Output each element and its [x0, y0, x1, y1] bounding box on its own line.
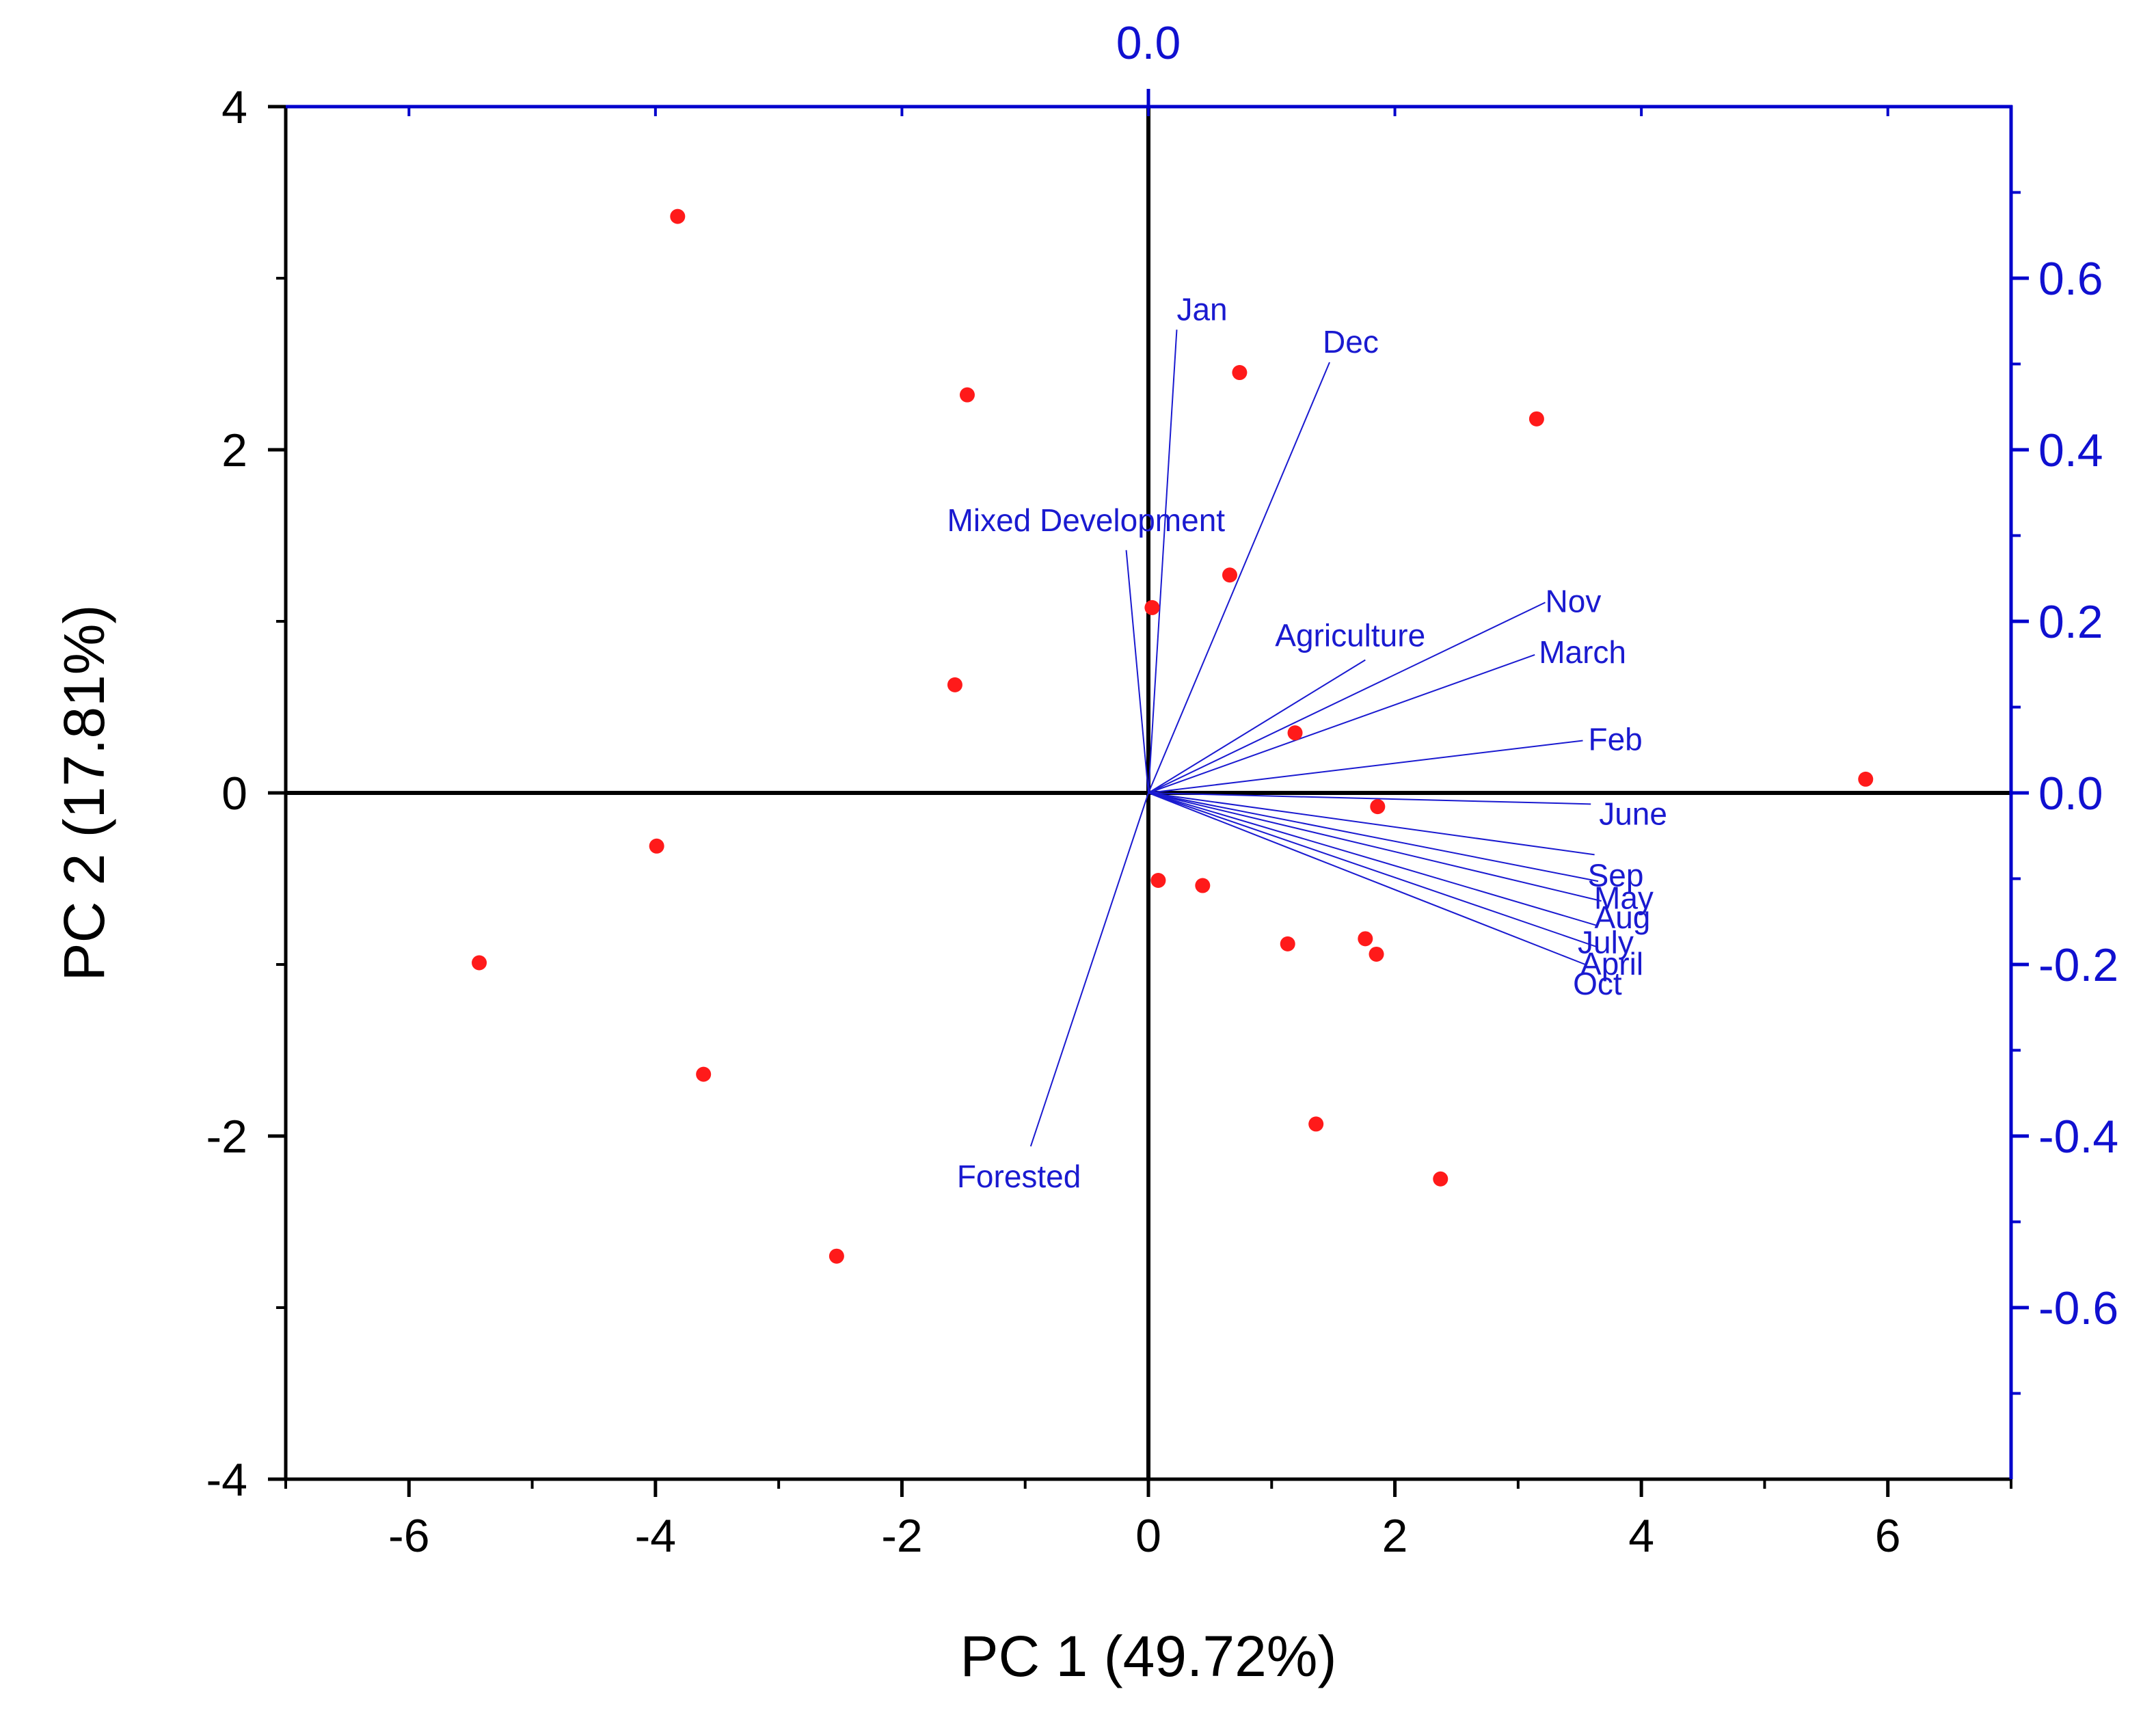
top-axis-tick-label: 0.0: [1116, 17, 1181, 69]
y-tick-label: 2: [221, 424, 247, 476]
x-tick-label: 2: [1382, 1510, 1408, 1562]
x-tick-label: -4: [635, 1510, 676, 1562]
score-point: [1150, 873, 1166, 889]
right-secondary-axis: 0.6 0.4 0.2 0.0 -0.2 -0.4 -0.6: [2011, 191, 2118, 1395]
score-point: [1308, 1116, 1324, 1132]
score-point: [1528, 411, 1544, 427]
score-point: [947, 677, 962, 692]
y-axis: -4 -2 0 2 4: [206, 81, 286, 1506]
loading-vector-mixed-development: [1125, 550, 1149, 794]
right-tick-label: 0.4: [2038, 424, 2103, 476]
y-tick-label: -4: [206, 1454, 247, 1506]
x-tick-label: 0: [1135, 1510, 1161, 1562]
loading-vector-agriculture: [1148, 659, 1366, 794]
loading-label-mixed-development: Mixed Development: [947, 502, 1226, 538]
x-tick-label: 6: [1875, 1510, 1901, 1562]
loading-vectors: Jan Dec Mixed Development Nov March Agricultu…: [947, 291, 1667, 1194]
right-tick-label: -0.6: [2038, 1282, 2118, 1334]
right-tick-label: -0.2: [2038, 939, 2118, 991]
loading-vector-sep: [1148, 792, 1595, 856]
score-point: [1370, 799, 1386, 815]
score-point: [472, 955, 487, 971]
x-tick-label: -2: [881, 1510, 922, 1562]
right-tick-label: 0.0: [2038, 768, 2103, 820]
loading-label-june: June: [1599, 796, 1667, 831]
loading-label-may: May: [1594, 880, 1654, 915]
loading-vector-april: [1148, 792, 1599, 948]
x-axis-title: PC 1 (49.72%): [960, 1624, 1337, 1688]
loading-vector-dec: [1148, 362, 1330, 794]
score-point: [1287, 725, 1303, 741]
loading-label-nov: Nov: [1546, 583, 1602, 619]
loading-label-jan: Jan: [1176, 291, 1227, 327]
right-tick-label: 0.2: [2038, 596, 2103, 648]
score-point: [649, 838, 664, 854]
loading-vector-nov: [1148, 602, 1546, 794]
score-points: [472, 208, 1874, 1264]
loading-vector-oct: [1148, 792, 1586, 965]
loading-vector-march: [1148, 654, 1535, 794]
score-point: [1232, 365, 1248, 381]
y-tick-label: -2: [206, 1111, 247, 1163]
loading-vector-feb: [1148, 740, 1583, 794]
right-tick-label: 0.6: [2038, 253, 2103, 305]
loading-label-march: March: [1539, 634, 1626, 670]
loading-label-sep: Sep: [1588, 857, 1644, 893]
score-point: [670, 208, 686, 224]
loading-label-april: April: [1580, 946, 1643, 982]
x-tick-label: 4: [1628, 1510, 1654, 1562]
score-point: [696, 1066, 712, 1082]
score-point: [1280, 936, 1295, 951]
right-tick-label: -0.4: [2038, 1111, 2118, 1163]
loading-vector-jan: [1148, 329, 1178, 794]
loading-label-agriculture: Agriculture: [1275, 617, 1425, 653]
loading-label-oct: Oct: [1573, 966, 1622, 1001]
score-point: [1858, 771, 1874, 787]
score-point: [1433, 1171, 1448, 1187]
x-tick-label: -6: [388, 1510, 429, 1562]
score-point: [1195, 878, 1211, 893]
loading-label-july: July: [1578, 925, 1634, 960]
loading-vector-may: [1148, 792, 1599, 882]
score-point: [1369, 946, 1384, 962]
top-secondary-axis: 0.0: [407, 17, 1889, 116]
score-point: [1222, 567, 1237, 583]
y-tick-label: 0: [221, 768, 247, 820]
score-point: [1358, 931, 1373, 947]
loading-label-dec: Dec: [1323, 324, 1379, 360]
score-point: [959, 387, 975, 403]
loading-vector-june: [1148, 792, 1591, 805]
y-tick-label: 4: [221, 81, 247, 133]
loading-vector-aug: [1148, 792, 1602, 902]
loading-vector-july: [1148, 792, 1599, 927]
loading-label-feb: Feb: [1589, 721, 1643, 757]
loading-label-forested: Forested: [957, 1159, 1081, 1194]
score-point: [828, 1248, 844, 1264]
y-axis-title: PC 2 (17.81%): [52, 605, 116, 982]
loading-vector-forested: [1029, 792, 1149, 1147]
x-axis: -6 -4 -2 0 2 4 6: [284, 1479, 2012, 1562]
loading-label-aug: Aug: [1595, 900, 1651, 935]
score-point: [1144, 599, 1160, 615]
